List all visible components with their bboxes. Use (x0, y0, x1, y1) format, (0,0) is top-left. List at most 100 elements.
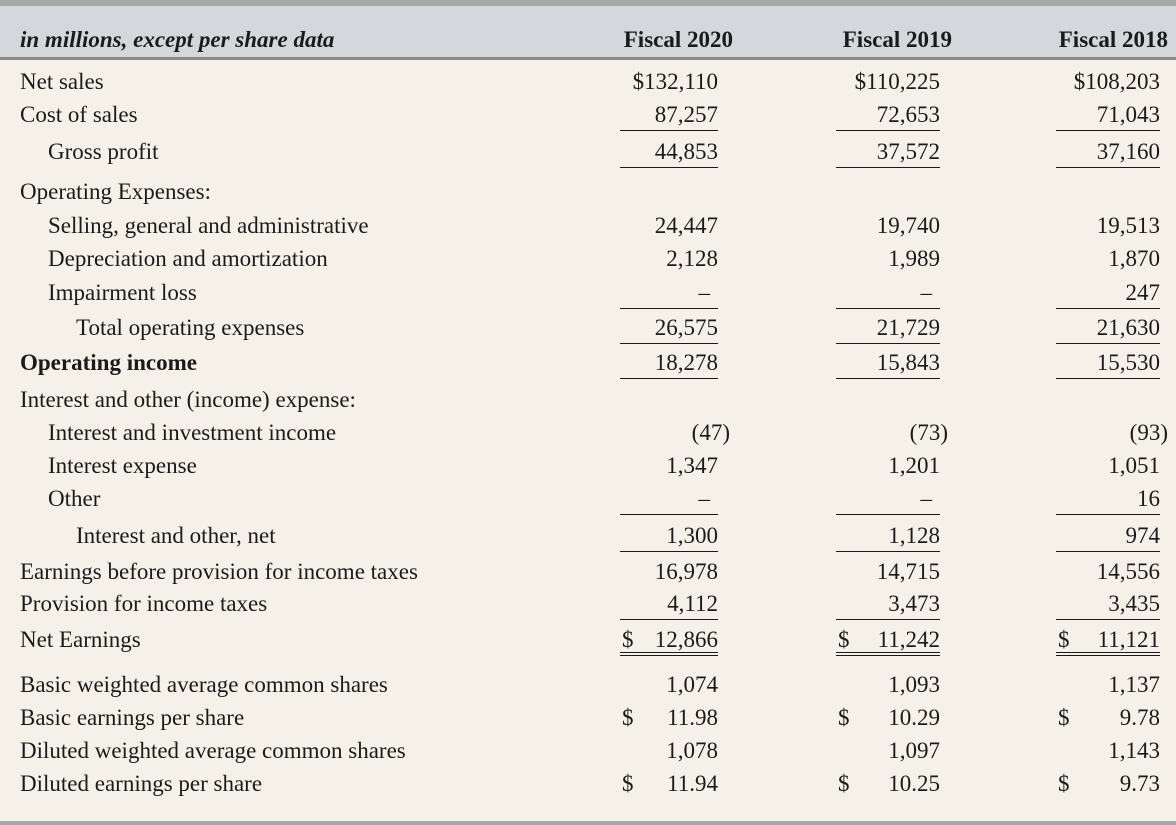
table-row: Basic earnings per share $11.98 $10.29 $… (0, 702, 1176, 734)
row-label: Gross profit (48, 139, 159, 164)
row-label: Basic earnings per share (20, 705, 245, 730)
cell-value: 14,556 (1096, 559, 1160, 584)
row-label: Other (48, 486, 101, 511)
cell-value: 12,866 (654, 627, 718, 652)
cell-value: 15,530 (1056, 347, 1160, 379)
cell-value-group: $11.94 (620, 768, 718, 800)
table-row: Interest and other (income) expense: (0, 384, 1176, 416)
row-label: Cost of sales (20, 102, 138, 127)
cell-value: 37,572 (836, 136, 940, 168)
table-row: Cost of sales 87,257 72,653 71,043 (0, 99, 1176, 131)
table-row: Diluted earnings per share $11.94 $10.25… (0, 768, 1176, 800)
cell-value-group: $9.73 (1056, 768, 1160, 800)
table-row: Earnings before provision for income tax… (0, 556, 1176, 588)
cell-value: 71,043 (1056, 99, 1160, 131)
cell-value: 1,078 (666, 738, 718, 763)
table-row: Basic weighted average common shares 1,0… (0, 669, 1176, 701)
header-units-label: in millions, except per share data (20, 27, 335, 52)
table-row: Selling, general and administrative 24,4… (0, 210, 1176, 242)
cell-value: 72,653 (836, 99, 940, 131)
row-label: Selling, general and administrative (48, 213, 369, 238)
cell-value: 1,137 (1108, 672, 1160, 697)
cell-value: 11,121 (1097, 627, 1160, 652)
header-col-fiscal-2020: Fiscal 2020 (623, 27, 733, 52)
cell-value: 9.73 (1119, 771, 1160, 796)
currency-symbol: $ (622, 705, 634, 730)
cell-value: 1,347 (666, 453, 718, 478)
cell-value: – (620, 483, 718, 515)
table-row: Depreciation and amortization 2,128 1,98… (0, 243, 1176, 275)
table-row: Interest and other, net 1,300 1,128 974 (0, 520, 1176, 552)
currency-symbol: $ (838, 627, 850, 652)
cell-value: 44,853 (620, 136, 718, 168)
cell-value: 19,513 (1096, 213, 1160, 238)
bottom-border (0, 821, 1176, 825)
row-label: Interest and other, net (76, 523, 276, 548)
cell-value: 15,843 (836, 347, 940, 379)
section-label: Operating Expenses: (20, 179, 211, 204)
row-label: Interest expense (48, 453, 197, 478)
table-row: Diluted weighted average common shares 1… (0, 735, 1176, 767)
table-row: Operating income 18,278 15,843 15,530 (0, 347, 1176, 379)
cell-value: 9.78 (1119, 705, 1160, 730)
cell-value: – (836, 483, 940, 515)
row-label: Interest and investment income (48, 420, 337, 445)
table-row: Net Earnings $12,866 $11,242 $11,121 (0, 624, 1176, 656)
cell-value: 1,143 (1108, 738, 1160, 763)
cell-value: 1,989 (888, 246, 940, 271)
cell-value: 1,870 (1108, 246, 1160, 271)
row-label: Net sales (20, 69, 104, 94)
cell-value: 974 (1056, 520, 1160, 552)
cell-value: 1,051 (1108, 453, 1160, 478)
cell-value: 26,575 (620, 312, 718, 344)
row-label: Diluted weighted average common shares (20, 738, 406, 763)
cell-value: 11.94 (667, 771, 718, 796)
cell-value: 21,729 (836, 312, 940, 344)
table-row: Net sales $132,110 $110,225 $108,203 (0, 66, 1176, 98)
cell-value: 1,201 (888, 453, 940, 478)
row-label: Operating income (20, 350, 197, 375)
table-header: in millions, except per share data Fisca… (0, 6, 1176, 58)
row-label: Depreciation and amortization (48, 246, 328, 271)
cell-value: $110,225 (854, 69, 940, 94)
currency-symbol: $ (1058, 771, 1070, 796)
cell-value: 24,447 (654, 213, 718, 238)
cell-value: 247 (1056, 277, 1160, 309)
cell-value: 19,740 (876, 213, 940, 238)
cell-value: 16,978 (654, 559, 718, 584)
cell-value-group: $9.78 (1056, 702, 1160, 734)
table-row: Gross profit 44,853 37,572 37,160 (0, 136, 1176, 168)
currency-symbol: $ (622, 627, 634, 652)
cell-value-group: $11.98 (620, 702, 718, 734)
cell-value: 14,715 (876, 559, 940, 584)
cell-value-group: $12,866 (620, 624, 718, 656)
cell-value: 10.29 (888, 705, 940, 730)
row-label: Total operating expenses (76, 315, 305, 340)
table-row: Total operating expenses 26,575 21,729 2… (0, 312, 1176, 344)
row-label: Impairment loss (48, 280, 197, 305)
top-border (0, 0, 1176, 6)
cell-value: 21,630 (1056, 312, 1160, 344)
currency-symbol: $ (838, 705, 850, 730)
cell-value: $132,110 (632, 69, 718, 94)
cell-value-group: $11,121 (1056, 624, 1160, 656)
cell-value: 18,278 (620, 347, 718, 379)
cell-value: 87,257 (620, 99, 718, 131)
table-row: Impairment loss – – 247 (0, 277, 1176, 309)
cell-value-group: $10.29 (836, 702, 940, 734)
cell-value: 16 (1056, 483, 1160, 515)
cell-value: 1,074 (666, 672, 718, 697)
currency-symbol: $ (838, 771, 850, 796)
header-col-fiscal-2018: Fiscal 2018 (1058, 27, 1168, 52)
cell-value: 2,128 (666, 246, 718, 271)
cell-value: – (836, 277, 940, 309)
cell-value: 37,160 (1056, 136, 1160, 168)
row-label: Provision for income taxes (20, 591, 268, 616)
cell-value-group: $10.25 (836, 768, 940, 800)
table-row: Interest and investment income (47) (73)… (0, 417, 1176, 449)
cell-value: (73) (909, 420, 948, 445)
row-label: Basic weighted average common shares (20, 672, 388, 697)
cell-value: 1,093 (888, 672, 940, 697)
header-col-fiscal-2019: Fiscal 2019 (842, 27, 952, 52)
row-label: Net Earnings (20, 627, 141, 652)
